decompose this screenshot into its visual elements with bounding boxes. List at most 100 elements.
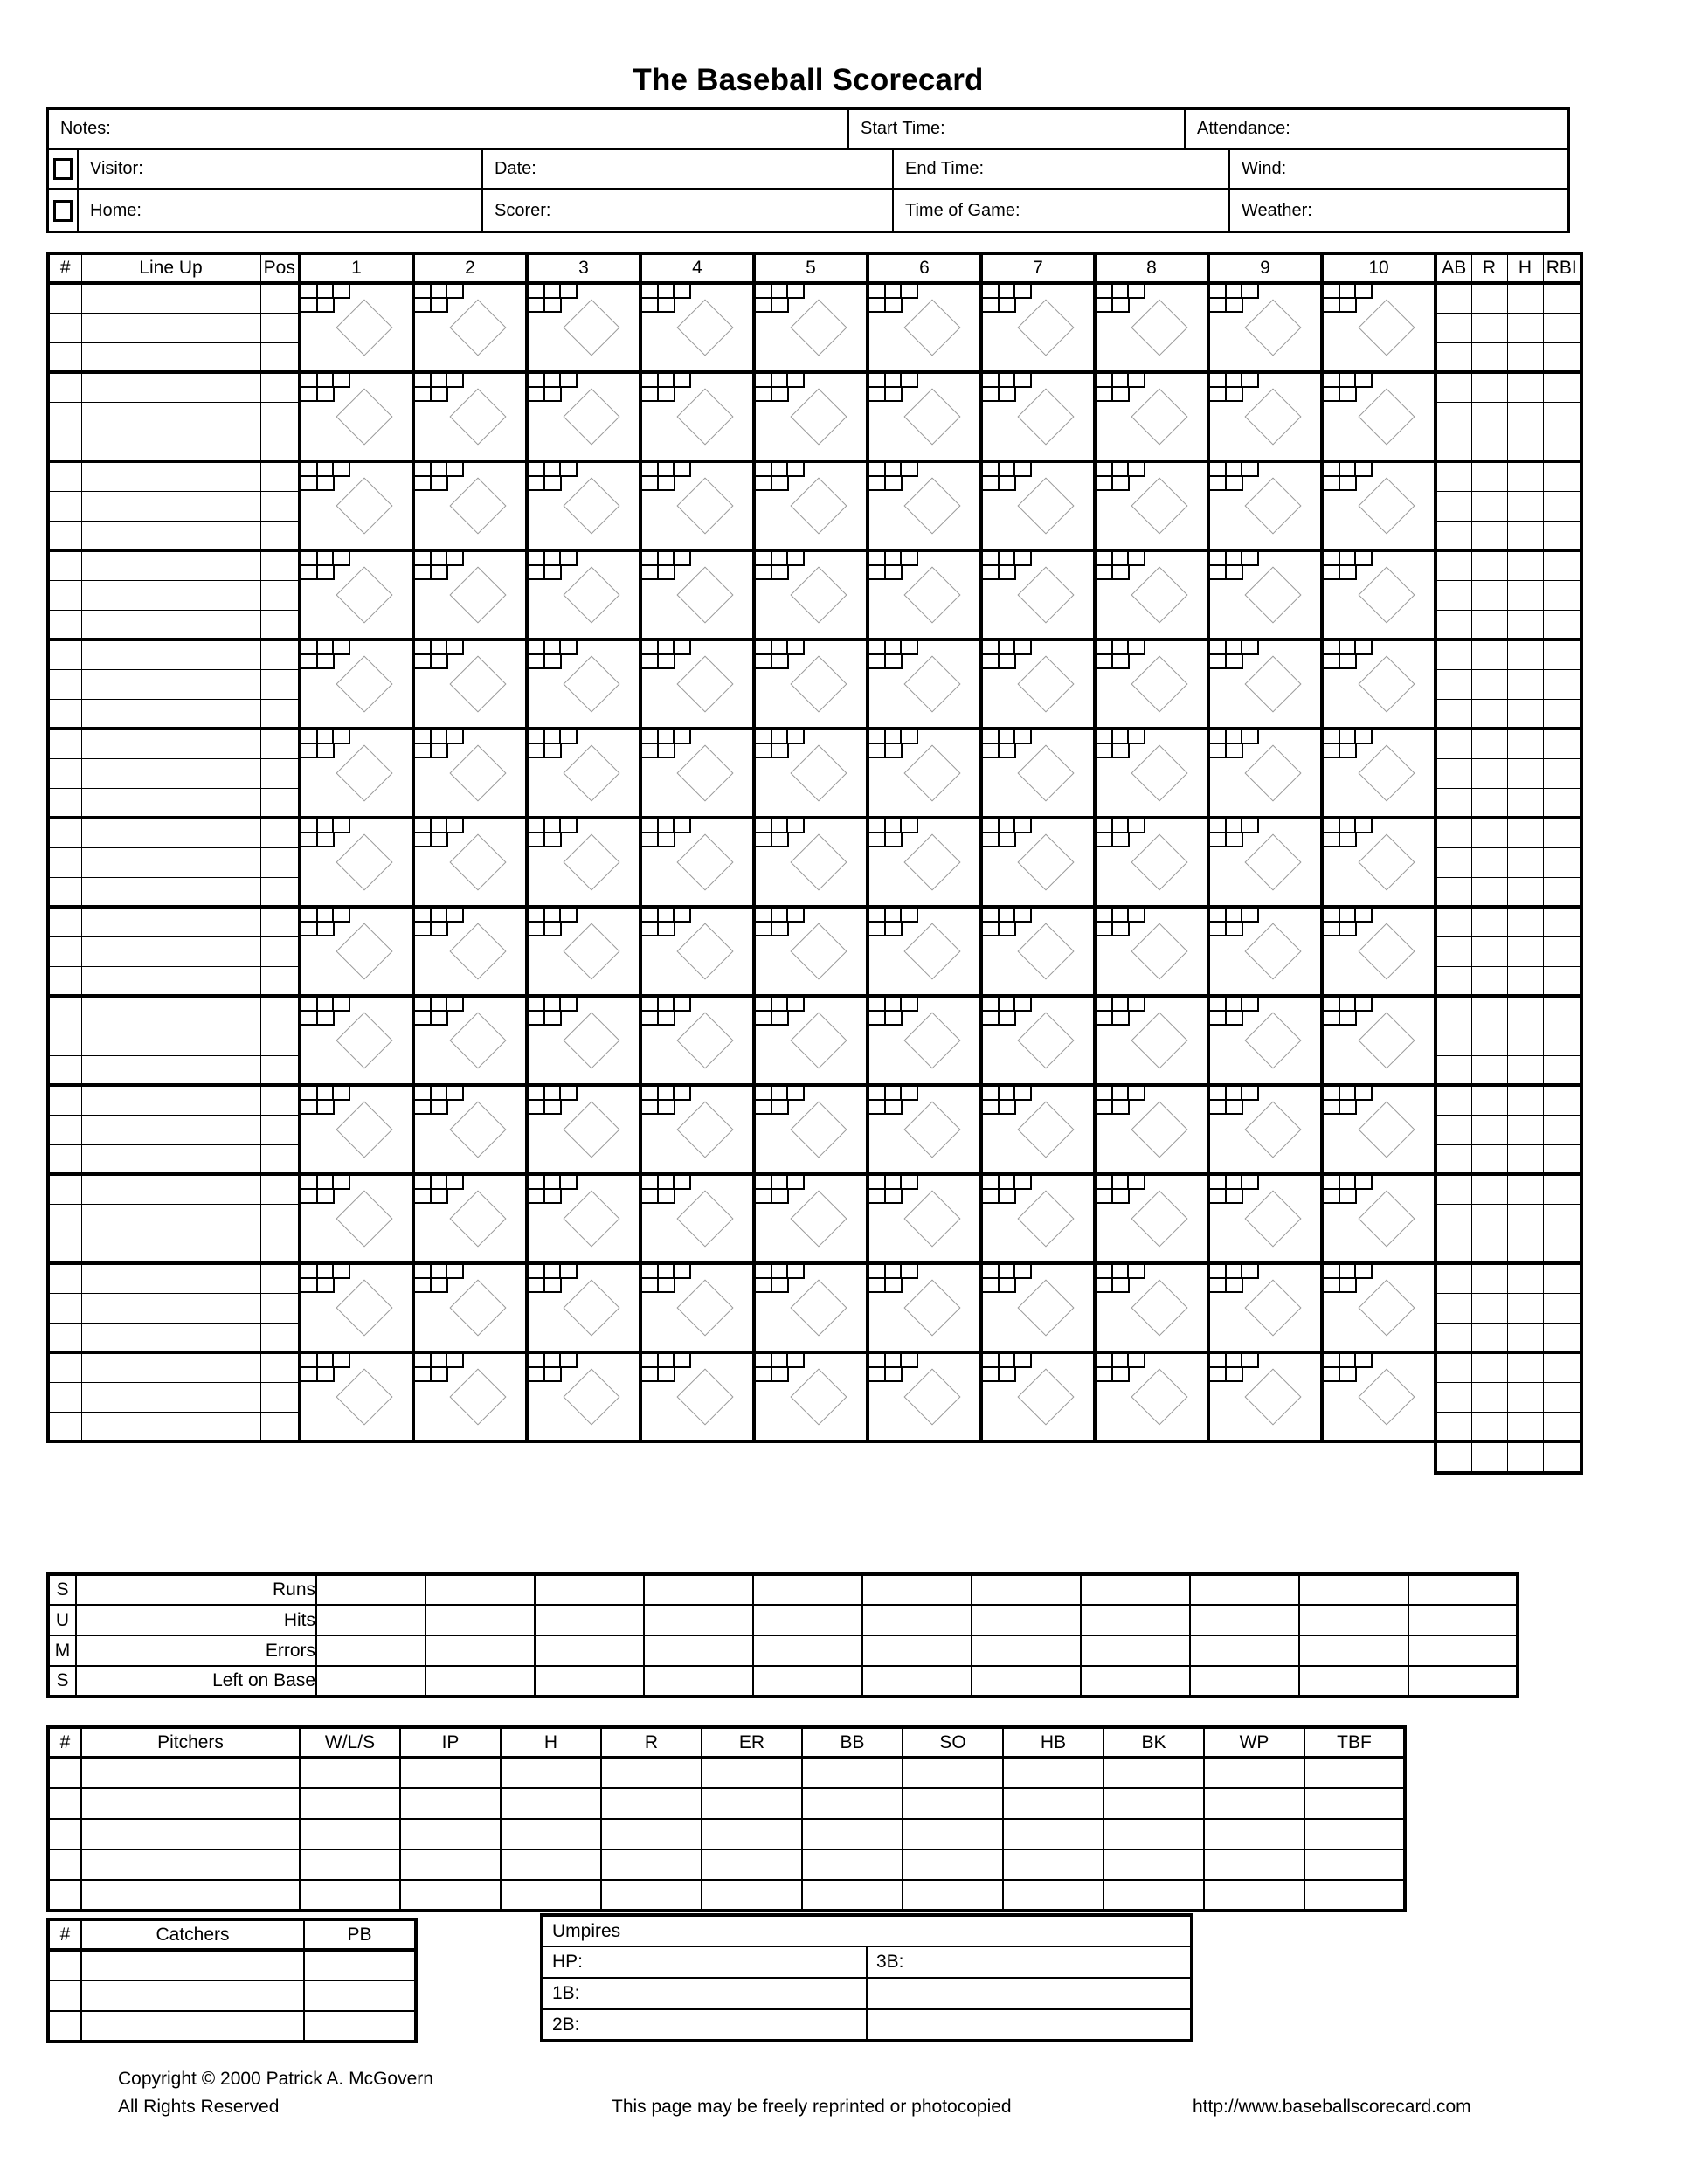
strike-box[interactable] <box>529 1190 545 1204</box>
strike-box[interactable] <box>642 655 659 669</box>
strike-box[interactable] <box>415 833 432 847</box>
strike-box[interactable] <box>1340 1012 1357 1026</box>
strike-box[interactable] <box>869 655 886 669</box>
strike-box[interactable] <box>983 923 1000 936</box>
batter-name-cell[interactable] <box>80 1261 261 1294</box>
ball-box[interactable] <box>1129 998 1146 1012</box>
ball-box[interactable] <box>334 285 351 299</box>
ball-box[interactable] <box>447 819 465 833</box>
strike-box[interactable] <box>772 744 789 758</box>
ball-box[interactable] <box>544 285 562 299</box>
batter-pos-cell[interactable] <box>259 1351 301 1383</box>
sums-value-cell[interactable] <box>1189 1665 1300 1697</box>
ball-box[interactable] <box>1242 1176 1260 1190</box>
ball-box[interactable] <box>1015 463 1033 477</box>
batter-pos-cell[interactable] <box>259 1114 301 1145</box>
strike-box[interactable] <box>1324 477 1340 491</box>
batter-stat-cell-h[interactable] <box>1506 727 1544 759</box>
at-bat-cell-inning-7[interactable] <box>979 281 1096 374</box>
sums-value-cell[interactable] <box>534 1573 645 1606</box>
catchers-cell[interactable] <box>80 2010 305 2042</box>
at-bat-cell-inning-9[interactable] <box>1207 816 1323 909</box>
ball-box[interactable] <box>1112 1176 1130 1190</box>
strike-box[interactable] <box>545 1101 562 1115</box>
ball-box[interactable] <box>415 1354 432 1368</box>
batter-pos-cell[interactable] <box>259 727 301 759</box>
ball-box[interactable] <box>1339 374 1357 388</box>
pitchers-cell[interactable] <box>1203 1818 1305 1850</box>
ball-box[interactable] <box>431 1087 448 1101</box>
batter-pos-cell[interactable] <box>259 1203 301 1234</box>
pitchers-cell[interactable] <box>600 1818 702 1850</box>
strike-box[interactable] <box>1210 1279 1227 1293</box>
batter-name-cell[interactable] <box>80 1351 261 1383</box>
strike-box[interactable] <box>659 1012 675 1026</box>
ball-box[interactable] <box>447 1087 465 1101</box>
ball-box[interactable] <box>1097 819 1113 833</box>
ball-box[interactable] <box>1097 1087 1113 1101</box>
strike-box[interactable] <box>886 1012 903 1026</box>
catchers-cell[interactable] <box>47 1980 82 2012</box>
pitchers-cell[interactable] <box>299 1757 401 1789</box>
at-bat-cell-inning-10[interactable] <box>1320 1172 1437 1265</box>
ball-box[interactable] <box>1097 552 1113 566</box>
batter-pos-cell[interactable] <box>259 876 301 909</box>
batter-stat-cell-h[interactable] <box>1506 431 1544 463</box>
ball-box[interactable] <box>1015 374 1033 388</box>
ball-box[interactable] <box>658 285 675 299</box>
strike-box[interactable] <box>1210 1368 1227 1382</box>
at-bat-cell-inning-3[interactable] <box>525 1351 641 1443</box>
pitchers-cell[interactable] <box>701 1849 803 1881</box>
sums-value-cell[interactable] <box>1189 1604 1300 1636</box>
at-bat-cell-inning-6[interactable] <box>866 638 982 730</box>
ball-box[interactable] <box>415 1176 432 1190</box>
sums-value-cell[interactable] <box>425 1665 536 1697</box>
at-bat-cell-inning-4[interactable] <box>639 370 755 463</box>
at-bat-cell-inning-7[interactable] <box>979 1351 1096 1443</box>
ball-box[interactable] <box>1210 641 1227 655</box>
strike-box[interactable] <box>1113 1190 1130 1204</box>
at-bat-cell-inning-2[interactable] <box>412 281 528 374</box>
ball-box[interactable] <box>675 1176 692 1190</box>
ball-box[interactable] <box>902 552 919 566</box>
strike-box[interactable] <box>659 744 675 758</box>
ball-box[interactable] <box>885 1354 903 1368</box>
ball-box[interactable] <box>1356 1176 1373 1190</box>
ball-box[interactable] <box>1356 1087 1373 1101</box>
strike-box[interactable] <box>1210 833 1227 847</box>
at-bat-cell-inning-2[interactable] <box>412 816 528 909</box>
pitchers-cell[interactable] <box>1304 1757 1406 1789</box>
batter-stat-cell-ab[interactable] <box>1434 431 1472 463</box>
ball-box[interactable] <box>1242 374 1260 388</box>
strike-box[interactable] <box>983 1190 1000 1204</box>
strike-box[interactable] <box>869 1012 886 1026</box>
batter-pos-cell[interactable] <box>259 816 301 848</box>
batter-stat-cell-r[interactable] <box>1470 579 1508 611</box>
batter-stat-cell-r[interactable] <box>1470 965 1508 998</box>
batter-stat-cell-rbi[interactable] <box>1542 1351 1583 1383</box>
batter-number-cell[interactable] <box>46 1172 82 1205</box>
ball-box[interactable] <box>334 1176 351 1190</box>
batter-stat-cell-rbi[interactable] <box>1542 431 1583 463</box>
strike-box[interactable] <box>1324 299 1340 313</box>
strike-box[interactable] <box>756 1368 772 1382</box>
pitchers-cell[interactable] <box>701 1818 803 1850</box>
at-bat-cell-inning-4[interactable] <box>639 816 755 909</box>
ball-box[interactable] <box>317 998 335 1012</box>
ball-box[interactable] <box>447 1265 465 1279</box>
ball-box[interactable] <box>999 374 1016 388</box>
ball-box[interactable] <box>869 374 886 388</box>
ball-box[interactable] <box>869 819 886 833</box>
ball-box[interactable] <box>1226 1087 1243 1101</box>
ball-box[interactable] <box>885 819 903 833</box>
ball-box[interactable] <box>1242 1087 1260 1101</box>
batter-stat-cell-ab[interactable] <box>1434 787 1472 819</box>
sums-value-cell[interactable] <box>971 1604 1082 1636</box>
ball-box[interactable] <box>529 1176 545 1190</box>
ball-box[interactable] <box>788 1265 806 1279</box>
at-bat-cell-inning-1[interactable] <box>298 549 414 641</box>
ball-box[interactable] <box>771 641 789 655</box>
date-field[interactable]: Date: <box>483 150 894 188</box>
pitchers-cell[interactable] <box>500 1818 602 1850</box>
catchers-cell[interactable] <box>303 1949 417 1981</box>
